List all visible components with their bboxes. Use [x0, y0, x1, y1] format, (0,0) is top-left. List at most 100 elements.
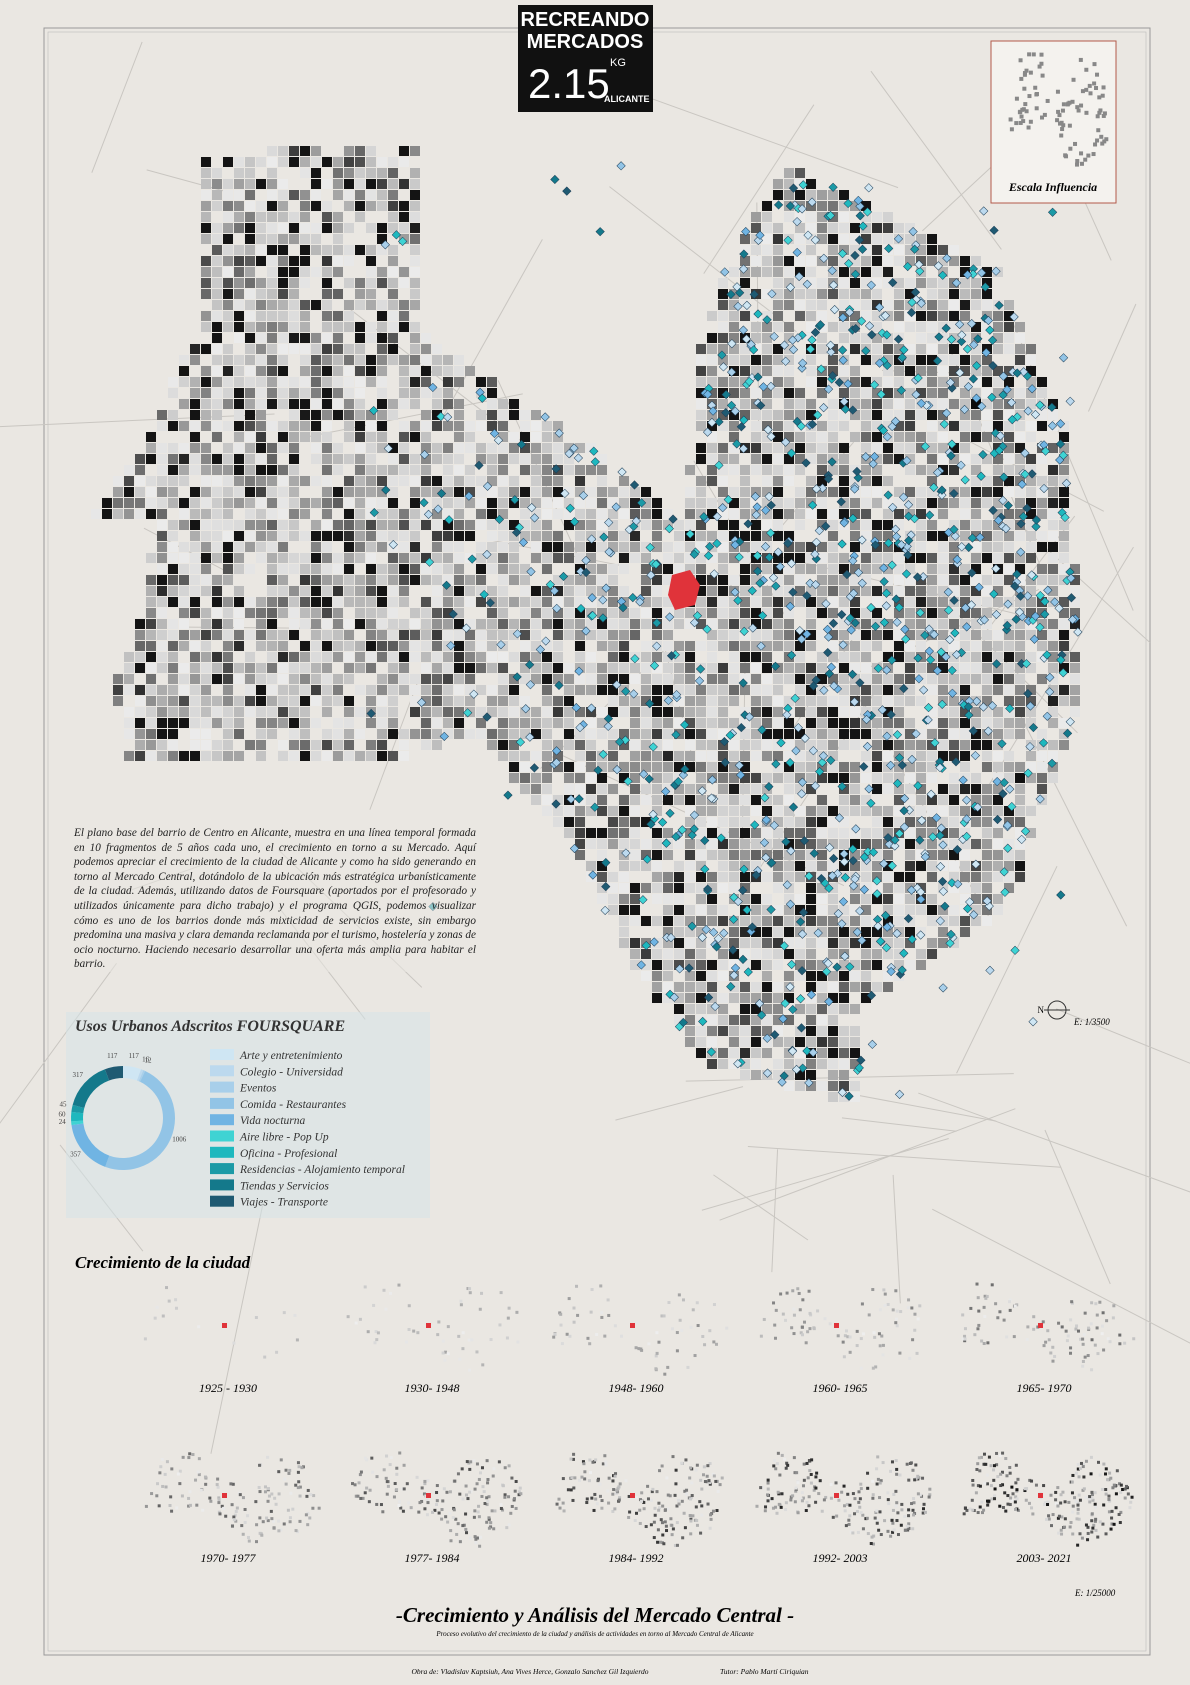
- block: [894, 344, 904, 354]
- block: [179, 454, 189, 464]
- poi: [482, 712, 492, 722]
- poi: [1047, 421, 1058, 431]
- poi: [762, 315, 772, 325]
- block: [861, 542, 871, 552]
- block: [718, 949, 728, 959]
- block: [740, 927, 750, 937]
- block: [949, 916, 959, 926]
- poi: [915, 608, 925, 618]
- block: [762, 696, 772, 706]
- block: [256, 696, 266, 706]
- block: [773, 938, 783, 948]
- block: [861, 201, 871, 211]
- block: [850, 938, 860, 948]
- poi: [795, 917, 806, 927]
- block: [971, 663, 981, 673]
- poi: [1035, 794, 1045, 804]
- block: [696, 608, 706, 618]
- block: [773, 421, 783, 431]
- block: [751, 784, 761, 794]
- block: [487, 531, 497, 541]
- block: [971, 421, 981, 431]
- block: [564, 696, 574, 706]
- poi: [551, 799, 561, 809]
- block: [740, 883, 750, 893]
- block: [102, 498, 112, 508]
- block: [971, 410, 981, 420]
- block: [443, 630, 453, 640]
- block: [1026, 487, 1036, 497]
- block: [454, 487, 464, 497]
- block: [256, 399, 266, 409]
- block: [641, 597, 651, 607]
- block: [608, 883, 618, 893]
- block: [938, 531, 948, 541]
- poi: [821, 599, 831, 609]
- poi: [1055, 439, 1066, 449]
- poi: [1058, 353, 1069, 363]
- poi: [1047, 402, 1057, 412]
- block: [762, 872, 772, 882]
- block: [641, 509, 651, 519]
- block: [828, 234, 838, 244]
- block: [146, 652, 156, 662]
- block: [410, 729, 420, 739]
- poi: [911, 729, 921, 739]
- poi: [766, 381, 776, 391]
- block: [982, 366, 992, 376]
- block: [938, 817, 948, 827]
- block: [872, 828, 882, 838]
- poi: [910, 287, 921, 297]
- block: [542, 652, 552, 662]
- block: [839, 256, 849, 266]
- block: [256, 718, 266, 728]
- block: [608, 586, 618, 596]
- poi: [899, 948, 909, 958]
- poi: [762, 1068, 773, 1078]
- block: [894, 916, 904, 926]
- block: [168, 696, 178, 706]
- block: [718, 630, 728, 640]
- block: [388, 465, 398, 475]
- block: [234, 454, 244, 464]
- block: [718, 773, 728, 783]
- block: [696, 476, 706, 486]
- block: [806, 278, 816, 288]
- street: [932, 1208, 1190, 1344]
- poi: [1042, 650, 1052, 660]
- block: [817, 1037, 827, 1047]
- block: [1015, 410, 1025, 420]
- block: [740, 586, 750, 596]
- block: [388, 201, 398, 211]
- block: [828, 1048, 838, 1058]
- block: [322, 751, 332, 761]
- block: [1026, 366, 1036, 376]
- block: [960, 388, 970, 398]
- block: [949, 784, 959, 794]
- poi: [739, 249, 749, 259]
- block: [344, 278, 354, 288]
- block: [322, 619, 332, 629]
- block: [201, 311, 211, 321]
- block: [498, 663, 508, 673]
- block: [245, 311, 255, 321]
- poi: [798, 907, 809, 918]
- block: [344, 377, 354, 387]
- block: [850, 234, 860, 244]
- block: [190, 663, 200, 673]
- block: [817, 1015, 827, 1025]
- block: [146, 641, 156, 651]
- poi: [808, 746, 818, 756]
- block: [146, 553, 156, 563]
- block: [960, 531, 970, 541]
- block: [916, 333, 926, 343]
- block: [718, 1004, 728, 1014]
- poi: [887, 560, 897, 570]
- block: [663, 575, 673, 585]
- poi: [952, 845, 962, 855]
- block: [410, 454, 420, 464]
- block: [784, 608, 794, 618]
- block: [498, 531, 508, 541]
- block: [872, 465, 882, 475]
- block: [828, 1092, 838, 1102]
